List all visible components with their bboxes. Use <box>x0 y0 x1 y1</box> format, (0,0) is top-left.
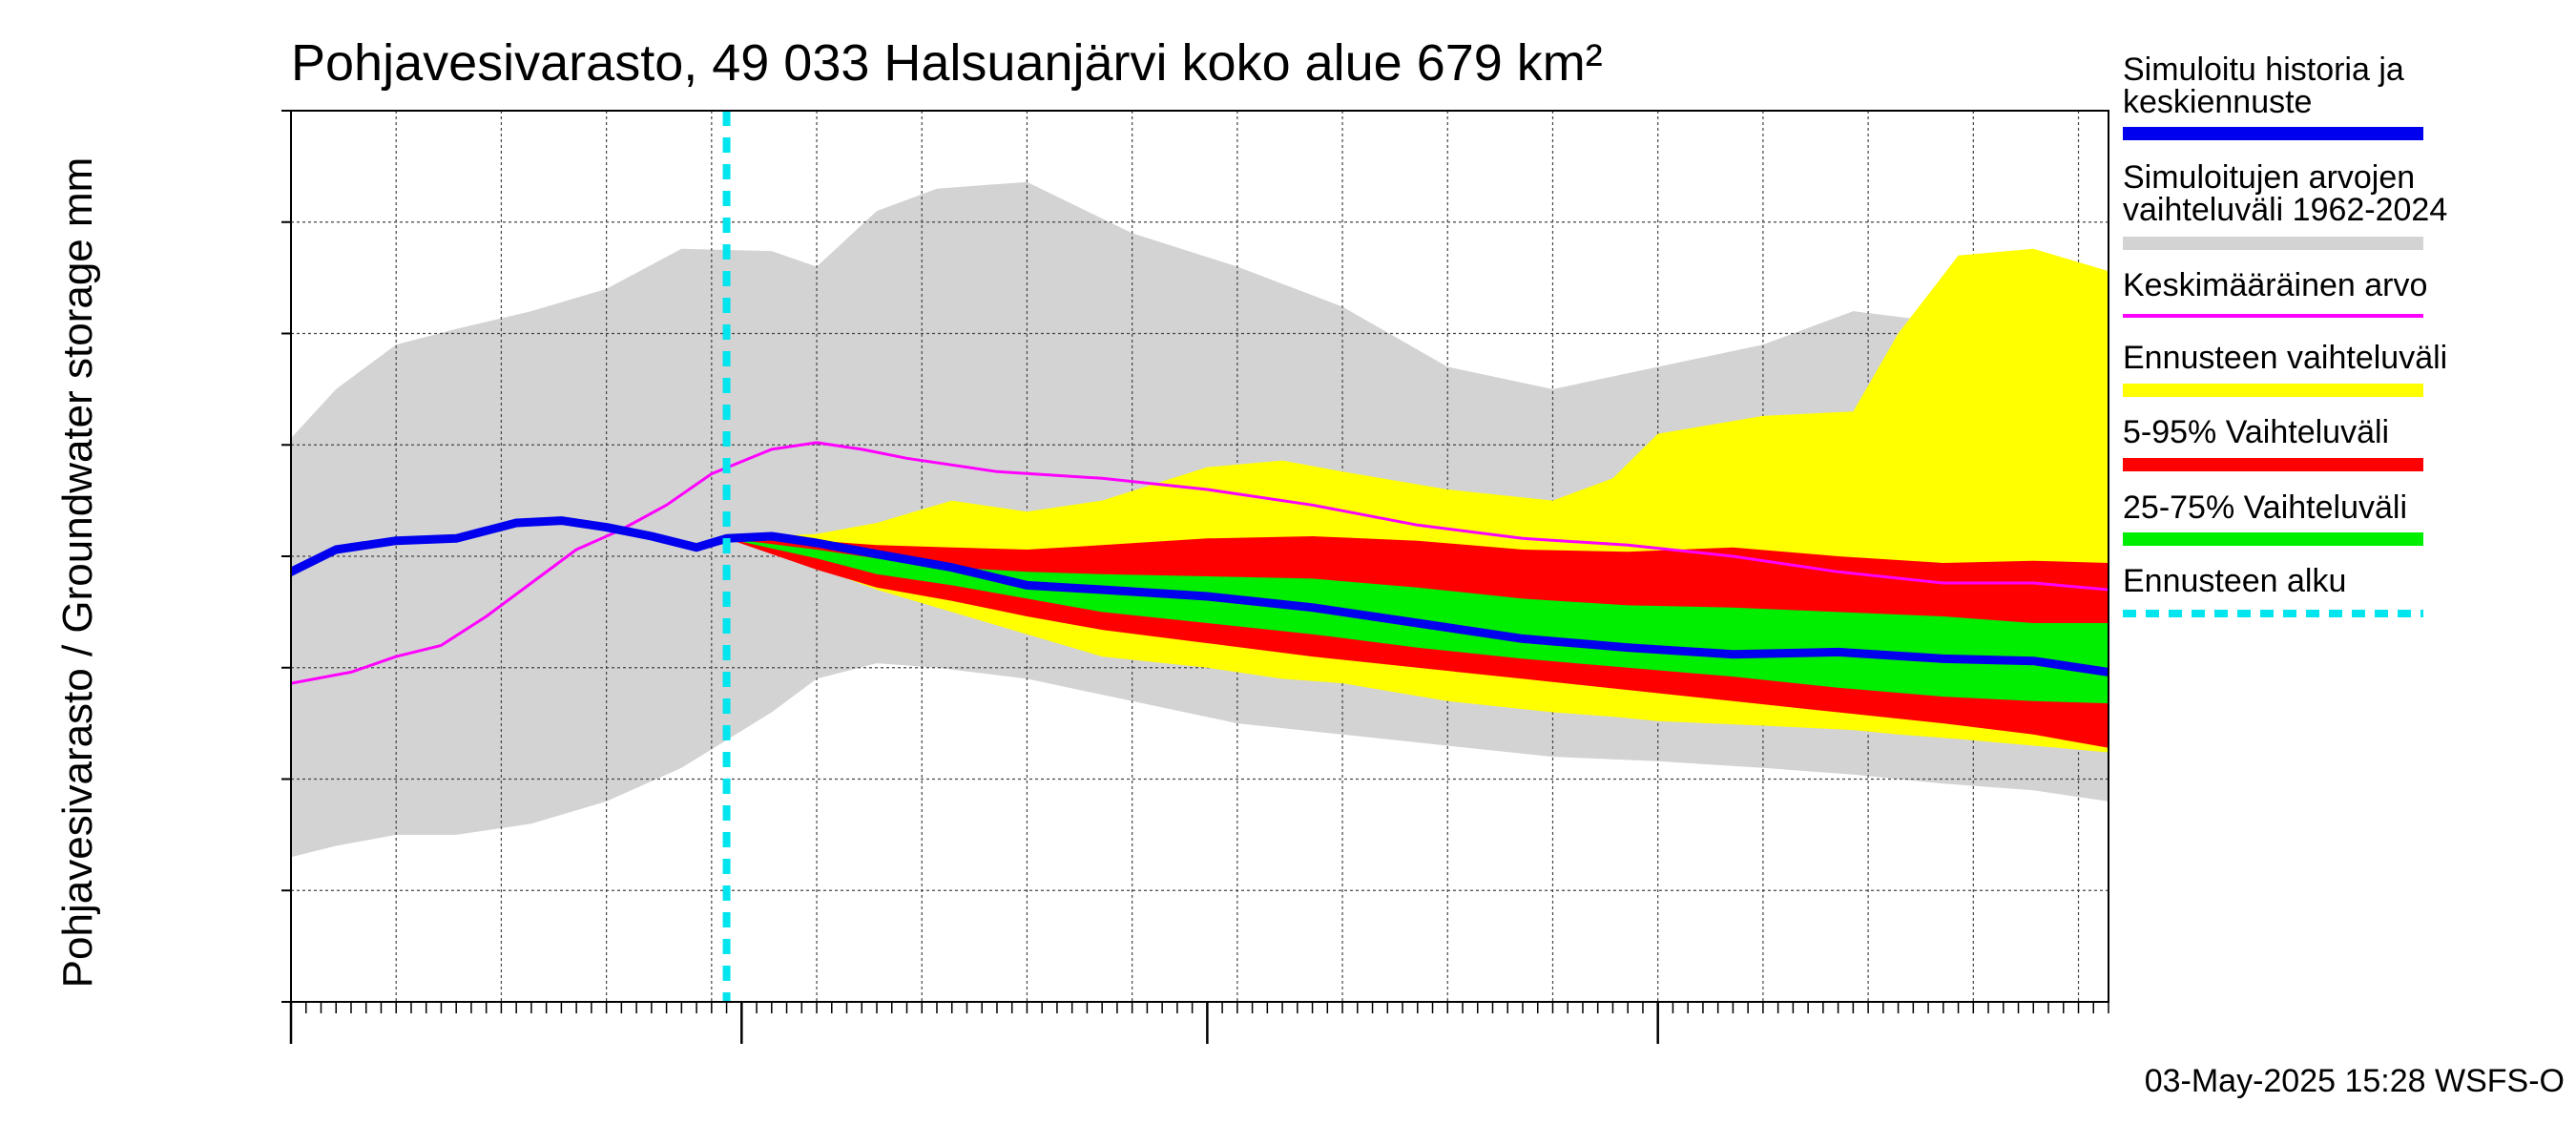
line-keskimaarainen-arvo <box>291 441 2109 685</box>
legend-label-simuloitu-historia-ja-keskiennuste: Simuloitu historia ja keskiennuste <box>2123 52 2404 120</box>
y-axis-label: Pohjavesivarasto / Groundwater storage m… <box>54 157 101 989</box>
chart-title: Pohjavesivarasto, 49 033 Halsuanjärvi ko… <box>291 34 1603 92</box>
legend: Simuloitu historia ja keskiennuste Simuloi… <box>2123 52 2447 617</box>
legend-label-ennusteen-alku: Ennusteen alku <box>2123 563 2346 599</box>
legend-label-ennusteen-vaihteluvali: Ennusteen vaihteluväli <box>2123 340 2447 376</box>
timestamp: 03-May-2025 15:28 WSFS-O <box>2145 1063 2565 1099</box>
line-simuloitu-historia-ja-keskiennuste <box>291 516 2109 677</box>
legend-label-5-95-vaihteluvali: 5-95% Vaihteluväli <box>2123 414 2389 450</box>
legend-label-simuloitujen-arvojen-vaihteluvali-1962-2024: Simuloitujen arvojen vaihteluväli 1962-20… <box>2123 159 2447 228</box>
legend-label-keskimaarainen-arvo: Keskimääräinen arvo <box>2123 267 2427 303</box>
legend-label-25-75-vaihteluvali: 25-75% Vaihteluväli <box>2123 489 2407 526</box>
series-group <box>291 111 2109 1002</box>
plot-area <box>281 110 2109 1044</box>
